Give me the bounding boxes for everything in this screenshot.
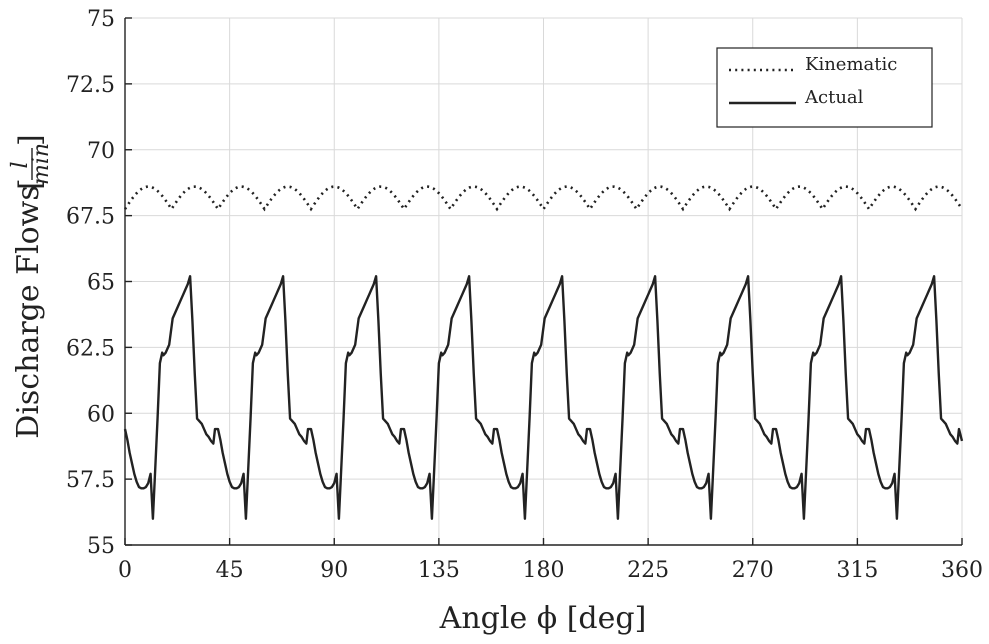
y-tick-label: 75 [87, 7, 115, 32]
y-axis-label: Discharge Flows [ l min ] [8, 134, 54, 438]
y-tick-label: 62.5 [66, 336, 115, 361]
legend-label-kinematic: Kinematic [805, 54, 897, 75]
x-tick-label: 270 [732, 558, 774, 583]
y-tick-label: 60 [87, 402, 115, 427]
x-tick-label: 0 [118, 558, 132, 583]
axis-ticks: 0 45 90 135 180 225 270 315 360 55 57.5 60 62.5 65 67.… [66, 7, 983, 583]
x-tick-label: 225 [627, 558, 669, 583]
y-axis-label-main: Discharge Flows [11, 185, 46, 438]
legend: Kinematic Actual [716, 47, 933, 128]
x-tick-label: 135 [418, 558, 460, 583]
y-tick-label: 67.5 [66, 205, 115, 230]
y-tick-label: 70 [87, 139, 115, 164]
series-layer [123, 185, 964, 520]
series-actual [123, 275, 964, 520]
x-tick-label: 360 [941, 558, 983, 583]
x-axis-label: Angle ϕ [deg] [439, 601, 647, 636]
x-tick-label: 315 [836, 558, 878, 583]
y-tick-label: 55 [87, 534, 115, 559]
y-tick-label: 57.5 [66, 468, 115, 493]
y-axis-label-bracket-open: [ [13, 178, 48, 190]
series-kinematic [123, 185, 964, 212]
x-tick-label: 180 [523, 558, 565, 583]
legend-box [716, 47, 933, 128]
y-tick-label: 72.5 [66, 73, 115, 98]
legend-label-actual: Actual [804, 87, 864, 108]
x-tick-label: 90 [320, 558, 348, 583]
y-axis-label-bracket-close: ] [13, 134, 48, 146]
y-axis-label-unit-numerator: l [8, 161, 33, 168]
y-axis-label-unit-denominator: min [29, 143, 54, 185]
x-tick-label: 45 [216, 558, 244, 583]
y-tick-label: 65 [87, 271, 115, 296]
